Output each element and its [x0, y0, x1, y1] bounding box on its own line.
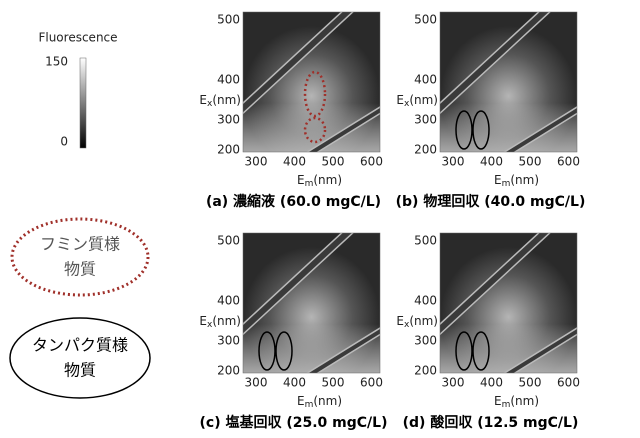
x-tick-label: 300	[245, 155, 268, 169]
figure: Fluorescence 150 0 フミン質様 物質 タンパク質様 物質 30…	[0, 0, 640, 438]
axis-unit: (nm)	[510, 173, 539, 187]
x-tick-label: 400	[283, 376, 306, 390]
heatmap	[435, 7, 582, 157]
legend-label: 物質	[64, 260, 96, 279]
panel-caption: (b) 物理回収 (40.0 mgC/L)	[396, 193, 586, 210]
axis-title: Ex(nm)	[199, 93, 241, 109]
y-tick-label: 500	[217, 234, 240, 248]
x-tick-label: 300	[442, 376, 465, 390]
y-tick-label: 300	[217, 113, 240, 127]
panel-caption: (d) 酸回収 (12.5 mgC/L)	[403, 414, 579, 431]
axis-title: Em(nm)	[494, 394, 539, 410]
axis-unit: (nm)	[313, 394, 342, 408]
axis-sub: m	[502, 400, 511, 410]
axis-unit: (nm)	[212, 314, 241, 328]
y-tick-label: 400	[217, 73, 240, 87]
axis-symbol: E	[199, 93, 207, 107]
x-tick-label: 500	[519, 376, 542, 390]
axis-sub: m	[305, 179, 314, 189]
axis-symbol: E	[297, 394, 305, 408]
x-tick-label: 600	[360, 155, 383, 169]
legend-label: 物質	[64, 361, 96, 380]
x-tick-label: 500	[322, 376, 345, 390]
heatmap-low	[440, 324, 577, 373]
x-tick-label: 500	[322, 155, 345, 169]
page: Fluorescence 150 0 フミン質様 物質 タンパク質様 物質 30…	[0, 0, 640, 438]
heatmap-low	[440, 103, 577, 152]
axis-title: Ex(nm)	[396, 314, 438, 330]
y-tick-label: 500	[414, 13, 437, 27]
heatmap-low	[243, 103, 380, 152]
axis-sub: m	[502, 179, 511, 189]
y-tick-label: 300	[414, 334, 437, 348]
x-tick-label: 400	[480, 155, 503, 169]
x-tick-label: 600	[557, 155, 580, 169]
legend-label: タンパク質様	[32, 336, 128, 355]
axis-symbol: E	[396, 314, 404, 328]
y-tick-label: 300	[217, 334, 240, 348]
legend-label: フミン質様	[40, 235, 120, 254]
axis-title: Ex(nm)	[396, 93, 438, 109]
x-tick-label: 300	[245, 376, 268, 390]
y-tick-label: 400	[414, 73, 437, 87]
x-tick-label: 600	[360, 376, 383, 390]
axis-symbol: E	[297, 173, 305, 187]
axis-unit: (nm)	[409, 314, 438, 328]
y-tick-label: 400	[414, 294, 437, 308]
y-tick-label: 500	[414, 234, 437, 248]
axis-title: Ex(nm)	[199, 314, 241, 330]
x-tick-label: 300	[442, 155, 465, 169]
y-tick-label: 500	[217, 13, 240, 27]
legend-marker	[12, 219, 148, 295]
x-tick-label: 400	[283, 155, 306, 169]
axis-unit: (nm)	[313, 173, 342, 187]
colorbar-title: Fluorescence	[38, 31, 117, 45]
heatmap	[238, 7, 385, 157]
y-tick-label: 200	[414, 143, 437, 157]
heatmap-low	[243, 324, 380, 373]
axis-sub: m	[305, 400, 314, 410]
heatmap	[435, 228, 582, 378]
colorbar-tick: 150	[45, 55, 68, 69]
axis-symbol: E	[396, 93, 404, 107]
y-tick-label: 200	[217, 143, 240, 157]
panel-caption: (c) 塩基回収 (25.0 mgC/L)	[200, 414, 388, 431]
x-tick-label: 500	[519, 155, 542, 169]
y-tick-label: 200	[217, 364, 240, 378]
axis-unit: (nm)	[212, 93, 241, 107]
heatmap	[238, 228, 385, 378]
axis-symbol: E	[494, 394, 502, 408]
colorbar-tick: 0	[60, 135, 68, 149]
x-tick-label: 400	[480, 376, 503, 390]
axis-title: Em(nm)	[297, 394, 342, 410]
y-tick-label: 200	[414, 364, 437, 378]
axis-symbol: E	[199, 314, 207, 328]
y-tick-label: 400	[217, 294, 240, 308]
legend-marker	[10, 318, 150, 398]
y-tick-label: 300	[414, 113, 437, 127]
axis-unit: (nm)	[510, 394, 539, 408]
axis-unit: (nm)	[409, 93, 438, 107]
panel-caption: (a) 濃縮液 (60.0 mgC/L)	[206, 193, 381, 210]
colorbar	[80, 58, 86, 148]
x-tick-label: 600	[557, 376, 580, 390]
axis-title: Em(nm)	[297, 173, 342, 189]
axis-title: Em(nm)	[494, 173, 539, 189]
axis-symbol: E	[494, 173, 502, 187]
